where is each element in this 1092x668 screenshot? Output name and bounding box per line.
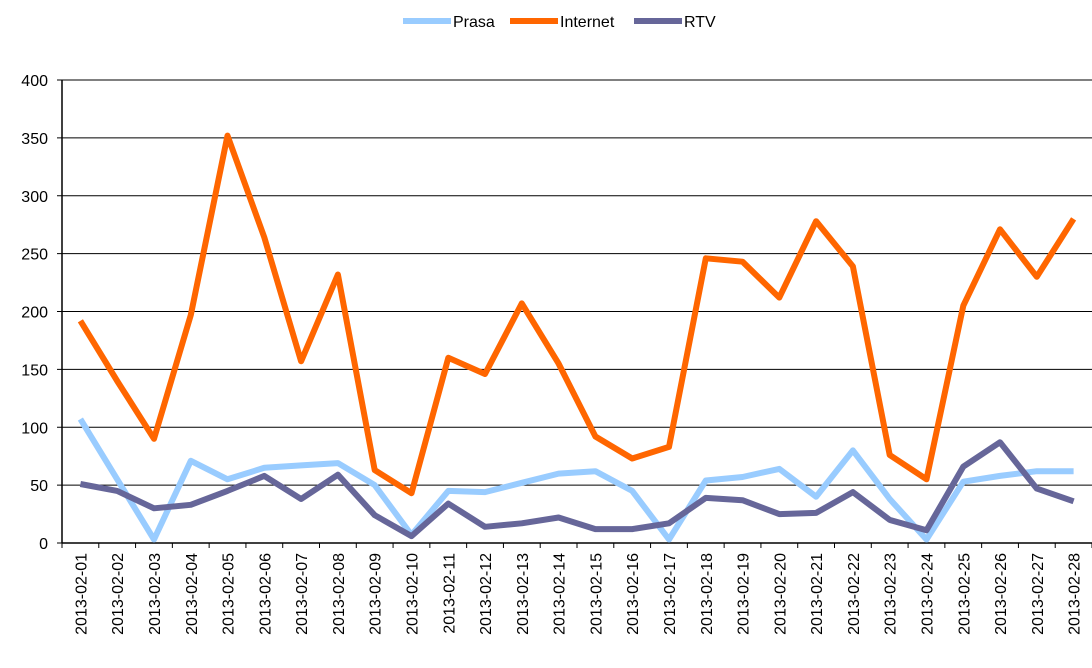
y-tick-label: 200 (21, 305, 48, 322)
x-tick-label: 2013-02-17 (662, 553, 679, 635)
x-tick-label: 2013-02-22 (846, 553, 863, 635)
y-tick-label: 150 (21, 362, 48, 379)
x-tick-label: 2013-02-08 (331, 553, 348, 635)
legend-label: Internet (560, 14, 615, 31)
y-tick-label: 300 (21, 189, 48, 206)
series-line (79, 439, 1075, 540)
x-tick-label: 2013-02-19 (736, 553, 753, 635)
y-tick-label: 100 (21, 420, 48, 437)
y-tick-label: 250 (21, 247, 48, 264)
legend-label: Prasa (453, 14, 495, 31)
y-tick-label: 350 (21, 131, 48, 148)
x-tick-label: 2013-02-01 (73, 553, 90, 635)
y-tick-label: 50 (30, 478, 48, 495)
x-tick-label: 2013-02-25 (956, 553, 973, 635)
x-tick-label: 2013-02-11 (441, 553, 458, 634)
x-tick-label: 2013-02-15 (588, 553, 605, 635)
x-tick-label: 2013-02-10 (404, 553, 421, 635)
x-tick-label: 2013-02-07 (294, 553, 311, 635)
x-tick-label: 2013-02-14 (552, 553, 569, 635)
x-tick-label: 2013-02-26 (993, 553, 1010, 635)
x-tick-label: 2013-02-27 (1030, 553, 1047, 635)
x-tick-label: 2013-02-05 (221, 553, 238, 635)
x-tick-label: 2013-02-03 (147, 553, 164, 635)
x-tick-label: 2013-02-06 (257, 553, 274, 635)
series-line (77, 417, 1074, 543)
x-tick-label: 2013-02-24 (919, 553, 936, 635)
legend-label: RTV (684, 14, 716, 31)
x-tick-label: 2013-02-23 (883, 553, 900, 635)
x-tick-label: 2013-02-16 (625, 553, 642, 635)
x-tick-label: 2013-02-28 (1067, 553, 1084, 635)
x-tick-label: 2013-02-04 (184, 553, 201, 635)
x-tick-label: 2013-02-13 (515, 553, 532, 635)
series-line (77, 132, 1077, 497)
y-tick-label: 400 (21, 73, 48, 90)
x-tick-label: 2013-02-09 (368, 553, 385, 635)
x-tick-label: 2013-02-12 (478, 553, 495, 635)
x-tick-label: 2013-02-02 (110, 553, 127, 635)
x-tick-label: 2013-02-20 (772, 553, 789, 635)
x-tick-label: 2013-02-18 (699, 553, 716, 635)
x-tick-label: 2013-02-21 (809, 553, 826, 635)
y-tick-label: 0 (39, 536, 48, 553)
